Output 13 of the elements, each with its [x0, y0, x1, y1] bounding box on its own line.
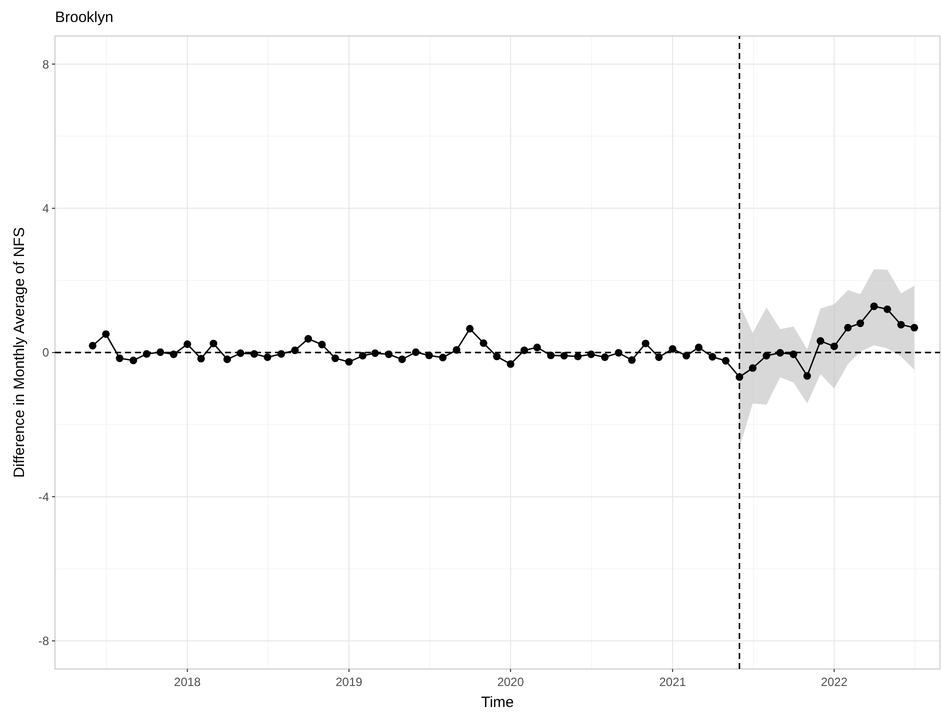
x-tick-label: 2021 — [659, 675, 686, 689]
x-tick-label: 2018 — [174, 675, 202, 689]
y-axis-title: Difference in Monthly Average of NFS — [11, 227, 28, 478]
x-tick-label: 2022 — [820, 675, 848, 689]
x-tick-label: 2020 — [497, 675, 524, 689]
chart-title: Brooklyn — [55, 9, 114, 26]
x-tick-label: 2019 — [336, 675, 363, 689]
y-tick-label: 0 — [42, 346, 50, 360]
y-tick-label: -4 — [38, 490, 50, 504]
y-tick-label: 4 — [42, 202, 50, 216]
x-axis-title: Time — [481, 694, 514, 711]
y-tick-label: -8 — [38, 634, 50, 648]
y-tick-label: 8 — [42, 57, 50, 72]
